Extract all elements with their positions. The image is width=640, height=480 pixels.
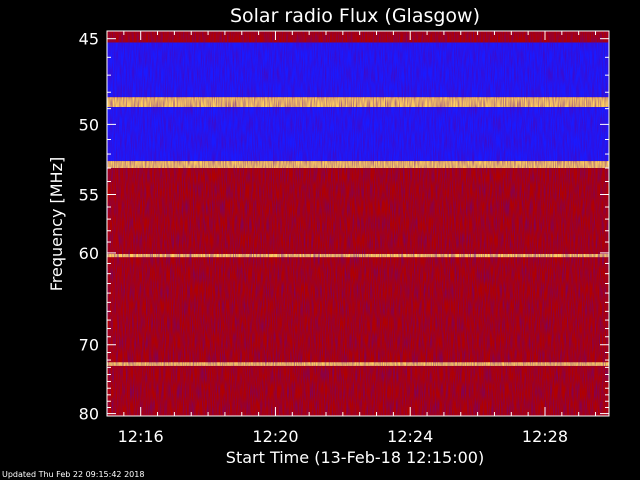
y-tick-label: 70 xyxy=(79,336,99,355)
x-axis-label: Start Time (13-Feb-18 12:15:00) xyxy=(226,448,484,467)
y-tick-label: 55 xyxy=(79,185,99,204)
x-tick-label: 12:24 xyxy=(387,427,433,446)
x-tick-label: 12:16 xyxy=(118,427,164,446)
y-axis-label: Frequency [MHz] xyxy=(47,157,66,291)
y-tick-label: 60 xyxy=(79,244,99,263)
updated-timestamp: Updated Thu Feb 22 09:15:42 2018 xyxy=(2,470,144,479)
x-tick-label: 12:28 xyxy=(522,427,568,446)
y-tick-label: 50 xyxy=(79,115,99,134)
plot-frame xyxy=(106,30,610,417)
x-axis: 12:16 12:20 12:24 12:28 xyxy=(106,31,597,446)
y-tick-label: 80 xyxy=(79,405,99,424)
y-axis: 45 50 55 60 70 80 xyxy=(79,30,609,424)
y-tick-label: 45 xyxy=(79,30,99,49)
chart-title: Solar radio Flux (Glasgow) xyxy=(230,5,480,27)
noise-texture xyxy=(107,31,609,416)
x-tick-label: 12:20 xyxy=(252,427,298,446)
plot-area xyxy=(106,30,610,417)
